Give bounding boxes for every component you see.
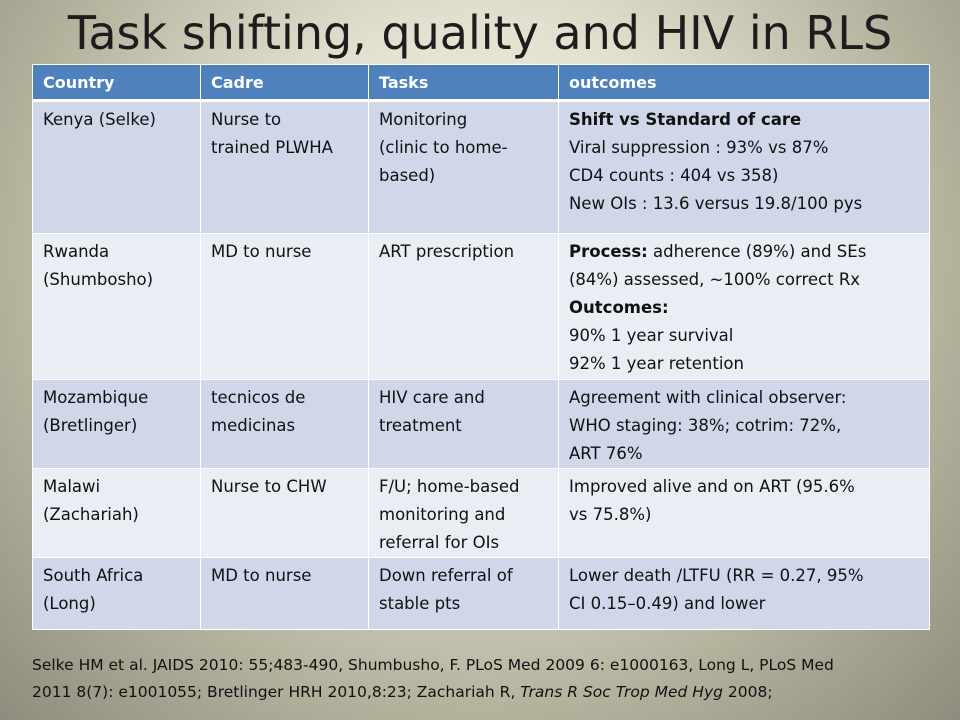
cell-outcomes: Process: adherence (89%) and SEs (84%) as… [558,233,930,380]
cell-country: Malawi (Zachariah) [32,468,201,558]
cell-cadre: MD to nurse [200,233,369,380]
cell-country-line: (Shumbosho) [43,270,154,289]
cell-outcomes-line: Improved alive and on ART (95.6% [569,473,919,501]
cell-cadre-line: tecnicos de [211,388,306,407]
cell-outcomes: Lower death /LTFU (RR = 0.27, 95% CI 0.15… [558,557,930,630]
cell-outcomes-line: (84%) assessed, ~100% correct Rx [569,266,919,294]
cell-cadre-line: medicinas [211,416,296,435]
cell-cadre-line: Nurse to [211,110,282,129]
cell-country: Rwanda (Shumbosho) [32,233,201,380]
outcome-text: WHO staging: 38%; cotrim: 72%, [569,416,842,435]
cell-outcomes-line: vs 75.8%) [569,501,919,529]
cell-tasks-line: (clinic to home- [379,138,508,157]
outcome-text: vs 75.8%) [569,505,652,524]
cell-tasks: ART prescription [368,233,559,380]
reference-line-2: 2011 8(7): e1001055; Bretlinger HRH 2010… [32,679,932,706]
cell-outcomes-line: ART 76% [569,440,919,468]
cell-outcomes-line: 90% 1 year survival [569,322,919,350]
outcome-text: Improved alive and on ART (95.6% [569,477,855,496]
header-outcomes: outcomes [558,64,930,102]
cell-tasks-line: based) [379,166,436,185]
outcome-text: (84%) assessed, ~100% correct Rx [569,270,861,289]
cell-country: Mozambique (Bretlinger) [32,379,201,469]
reference-line-2-start: 2011 8(7): e1001055; Bretlinger HRH 2010… [32,683,521,701]
cell-outcomes-line: WHO staging: 38%; cotrim: 72%, [569,412,919,440]
cell-cadre: Nurse to CHW [200,468,369,558]
cell-tasks-line: Monitoring [379,110,468,129]
header-tasks: Tasks [368,64,559,102]
cell-country-line: South Africa [43,566,144,585]
outcome-text: adherence (89%) and SEs [647,242,867,261]
cell-outcomes-line: New OIs : 13.6 versus 19.8/100 pys [569,190,919,218]
cell-country-line: (Bretlinger) [43,416,138,435]
cell-country-line: Malawi [43,477,101,496]
cell-cadre: tecnicos de medicinas [200,379,369,469]
cell-outcomes-line: Lower death /LTFU (RR = 0.27, 95% [569,562,919,590]
cell-tasks-line: Down referral of [379,566,513,585]
cell-tasks: Down referral of stable pts [368,557,559,630]
reference-line-2-end: 2008; [722,683,773,701]
outcome-bold-label: Outcomes: [569,298,669,317]
cell-tasks-line: referral for OIs [379,533,500,552]
task-shifting-table: Country Cadre Tasks outcomes Kenya (Selk… [32,64,930,630]
cell-country: South Africa (Long) [32,557,201,630]
cell-country: Kenya (Selke) [32,100,201,234]
table-header-row: Country Cadre Tasks outcomes [32,64,930,102]
outcome-text: CI 0.15–0.49) and lower [569,594,766,613]
cell-tasks: HIV care and treatment [368,379,559,469]
outcome-bold-label: Shift vs Standard of care [569,110,802,129]
cell-cadre-line: trained PLWHA [211,138,333,157]
cell-outcomes-line: Outcomes: [569,294,919,322]
cell-outcomes-line: 92% 1 year retention [569,350,919,378]
cell-country-line: (Long) [43,594,96,613]
outcome-text: ART 76% [569,444,643,463]
slide-title: Task shifting, quality and HIV in RLS [67,6,893,60]
header-cadre: Cadre [200,64,369,102]
table-row: Malawi (Zachariah) Nurse to CHW F/U; home-b… [32,468,930,558]
cell-outcomes-line: Shift vs Standard of care [569,106,919,134]
cell-outcomes-line: CI 0.15–0.49) and lower [569,590,919,618]
header-country: Country [32,64,201,102]
cell-tasks-line: F/U; home-based [379,477,520,496]
cell-tasks: Monitoring (clinic to home-based) [368,100,559,234]
outcome-text: Viral suppression : 93% vs 87% [569,138,829,157]
reference-journal-italic: Trans R Soc Trop Med Hyg [520,683,723,701]
outcome-text: 92% 1 year retention [569,354,744,373]
cell-outcomes-line: CD4 counts : 404 vs 358) [569,162,919,190]
cell-cadre: MD to nurse [200,557,369,630]
cell-country-line: Rwanda [43,242,110,261]
outcome-bold-label: Process: [569,242,648,261]
cell-cadre-line: Nurse to CHW [211,477,327,496]
outcome-text: Lower death /LTFU (RR = 0.27, 95% [569,566,864,585]
table-row: Rwanda (Shumbosho) MD to nurse ART prescrip… [32,233,930,380]
cell-outcomes-line: Viral suppression : 93% vs 87% [569,134,919,162]
reference-line-1: Selke HM et al. JAIDS 2010: 55;483-490, … [32,656,834,674]
cell-outcomes-line: Agreement with clinical observer: [569,384,919,412]
cell-outcomes: Agreement with clinical observer: WHO sta… [558,379,930,469]
cell-country-line: (Zachariah) [43,505,139,524]
outcome-text: 90% 1 year survival [569,326,734,345]
cell-outcomes: Shift vs Standard of care Viral suppressi… [558,100,930,234]
table-row: Mozambique (Bretlinger) tecnicos de medicin… [32,379,930,469]
cell-cadre-line: MD to nurse [211,242,312,261]
cell-country-line: Kenya (Selke) [43,110,156,129]
cell-outcomes-line: Process: adherence (89%) and SEs [569,238,919,266]
cell-tasks-line: HIV care and [379,388,485,407]
cell-country-line: Mozambique [43,388,149,407]
outcome-text: CD4 counts : 404 vs 358) [569,166,779,185]
cell-outcomes: Improved alive and on ART (95.6% vs 75.8%… [558,468,930,558]
table-row: Kenya (Selke) Nurse to trained PLWHA Monito… [32,100,930,234]
outcome-text: Agreement with clinical observer: [569,388,847,407]
cell-tasks-line: ART prescription [379,242,515,261]
table-row: South Africa (Long) MD to nurse Down referr… [32,557,930,630]
cell-tasks-line: stable pts [379,594,461,613]
references: Selke HM et al. JAIDS 2010: 55;483-490, … [32,652,932,706]
cell-tasks-line: treatment [379,416,462,435]
cell-tasks-line: monitoring and [379,505,506,524]
outcome-text: New OIs : 13.6 versus 19.8/100 pys [569,194,863,213]
cell-cadre-line: MD to nurse [211,566,312,585]
cell-cadre: Nurse to trained PLWHA [200,100,369,234]
cell-tasks: F/U; home-based monitoring and referral fo… [368,468,559,558]
